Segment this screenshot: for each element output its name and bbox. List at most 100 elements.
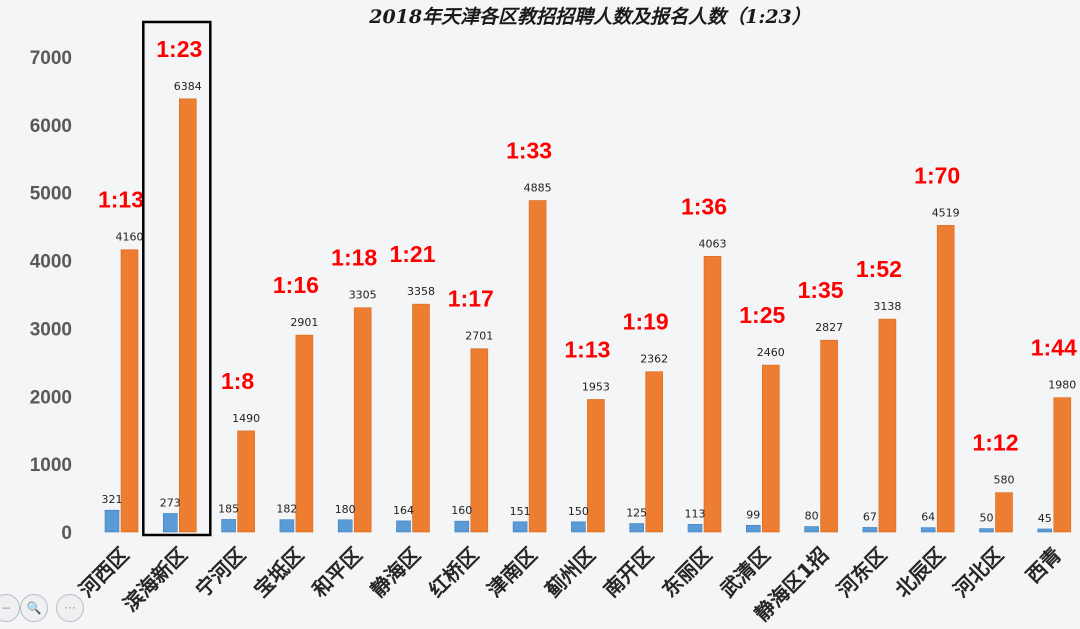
more-control-icon[interactable]: ··· (56, 594, 84, 622)
data-label-series-2: 1980 (1048, 379, 1076, 392)
x-tick-label: 宝坻区 (249, 543, 308, 602)
bar-series-2 (470, 348, 489, 533)
x-tick-label: 蓟州区 (540, 543, 600, 603)
data-label-series-2: 4885 (524, 182, 552, 195)
data-label-series-1: 45 (1038, 512, 1052, 525)
ratio-annotation: 1:21 (389, 241, 435, 267)
data-label-series-1: 164 (393, 504, 414, 517)
x-tick-label: 南开区 (599, 543, 658, 602)
ratio-annotation: 1:33 (506, 138, 552, 164)
ratio-annotation: 1:12 (972, 430, 1018, 456)
search-control-icon[interactable]: 🔍 (20, 594, 48, 622)
data-label-series-2: 2460 (757, 346, 785, 359)
data-label-series-1: 185 (218, 502, 239, 515)
ratio-annotation: 1:17 (448, 286, 494, 312)
bar-series-1 (862, 527, 878, 533)
data-label-series-2: 2901 (290, 316, 318, 329)
data-label-series-2: 3358 (407, 285, 435, 298)
x-tick-label: 河东区 (832, 543, 891, 602)
bar-series-1 (1037, 528, 1053, 533)
ratio-annotation: 1:16 (273, 272, 319, 298)
bar-series-1 (337, 519, 353, 533)
ratio-annotation: 1:35 (798, 277, 844, 303)
data-label-series-1: 64 (921, 511, 935, 524)
ratio-annotation: 1:70 (914, 162, 960, 188)
data-label-series-2: 1953 (582, 380, 610, 393)
data-label-series-1: 113 (685, 507, 706, 520)
bar-series-2 (120, 249, 139, 533)
bar-series-2 (353, 307, 372, 533)
bar-series-1 (454, 520, 470, 533)
bar-series-2 (703, 255, 722, 533)
data-label-series-1: 180 (335, 503, 356, 516)
bar-series-1 (979, 528, 994, 533)
x-tick-label: 津南区 (482, 543, 541, 602)
data-label-series-1: 150 (568, 505, 589, 518)
chart-title: 2018年天津各区教招招聘人数及报名人数（1:23） (369, 6, 811, 28)
y-tick-label: 1000 (30, 455, 72, 476)
ratio-annotation: 1:52 (856, 256, 902, 282)
data-label-series-2: 2362 (640, 353, 668, 366)
bar-series-2 (761, 364, 780, 533)
data-label-series-2: 3138 (873, 300, 901, 313)
bar-series-1 (629, 523, 645, 533)
bar-series-1 (571, 521, 586, 533)
data-label-series-2: 4160 (116, 231, 144, 244)
bar-series-2 (587, 399, 605, 533)
ratio-annotation: 1:44 (1031, 335, 1077, 361)
data-label-series-1: 151 (510, 505, 531, 518)
data-label-series-2: 2701 (465, 330, 493, 343)
data-label-series-1: 160 (451, 504, 472, 517)
ratio-annotation: 1:36 (681, 193, 727, 219)
bar-series-1 (104, 509, 120, 533)
data-label-series-2: 4519 (932, 206, 960, 219)
y-tick-label: 0 (61, 523, 72, 544)
ratio-annotation: 1:18 (331, 245, 377, 271)
ratio-annotation: 1:23 (156, 36, 202, 62)
bar-series-1 (221, 519, 236, 533)
data-label-series-1: 99 (746, 508, 760, 521)
bar-series-1 (804, 526, 819, 533)
x-tick-label: 和平区 (307, 543, 366, 602)
y-tick-label: 6000 (30, 116, 72, 137)
data-label-series-1: 80 (805, 510, 819, 523)
x-tick-label: 西青 (1021, 543, 1066, 588)
bar-series-1 (279, 519, 295, 533)
data-label-series-1: 125 (626, 507, 647, 520)
bar-series-2 (1053, 397, 1072, 533)
data-label-series-2: 4063 (699, 237, 727, 250)
bar-series-2 (237, 430, 255, 533)
x-tick-label: 滨海新区 (118, 543, 192, 617)
y-tick-label: 7000 (30, 48, 72, 69)
x-tick-label: 静海区 (366, 543, 425, 602)
bar-series-1 (512, 521, 528, 533)
data-label-series-1: 67 (863, 510, 877, 523)
ratio-annotation: 1:25 (739, 302, 785, 328)
bar-series-2 (295, 334, 314, 533)
bar-series-2 (995, 492, 1013, 533)
ratio-annotation: 1:13 (98, 187, 144, 213)
y-tick-label: 4000 (30, 252, 72, 273)
ratio-annotation: 1:13 (564, 336, 610, 362)
highlight-box (142, 20, 212, 537)
bar-series-2 (179, 98, 197, 533)
ratio-annotation: 1:19 (623, 309, 669, 335)
x-tick-label: 河北区 (949, 543, 1008, 602)
bar-series-2 (878, 318, 897, 533)
data-label-series-2: 1490 (232, 412, 260, 425)
data-label-series-1: 321 (102, 493, 123, 506)
data-label-series-1: 182 (276, 503, 297, 516)
y-tick-label: 3000 (30, 319, 72, 340)
x-tick-label: 宁河区 (191, 543, 250, 602)
bar-series-2 (412, 303, 430, 533)
bar-series-2 (528, 200, 547, 533)
bar-series-1 (687, 524, 703, 533)
x-tick-label: 红桥区 (424, 543, 483, 602)
data-label-series-1: 50 (980, 512, 994, 525)
data-label-series-2: 6384 (174, 80, 202, 93)
data-label-series-2: 3305 (349, 289, 377, 302)
bar-series-1 (163, 513, 178, 533)
data-label-series-1: 273 (160, 496, 181, 509)
y-tick-label: 2000 (30, 387, 72, 408)
